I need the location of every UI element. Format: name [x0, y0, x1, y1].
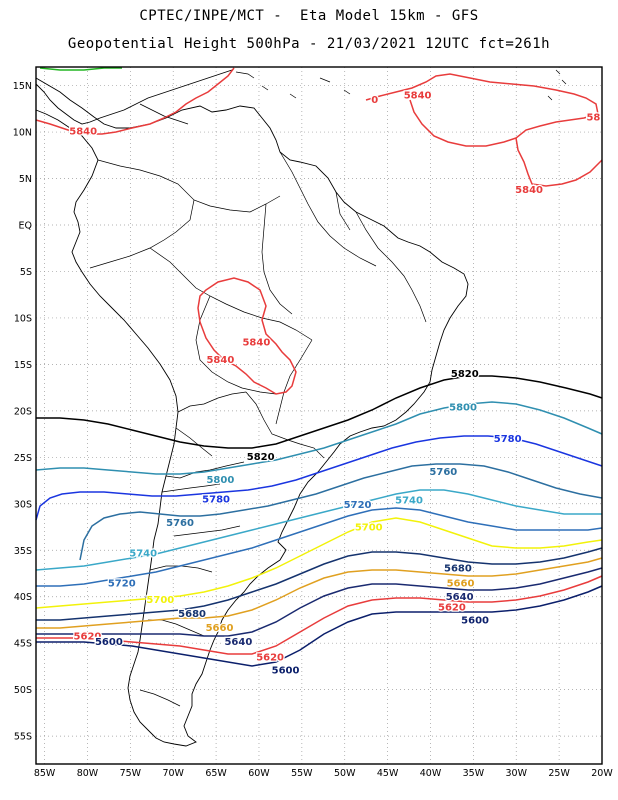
lat-tick-label: 15S	[14, 360, 32, 371]
lon-tick-label: 20W	[591, 768, 613, 779]
lat-tick-label: 25S	[14, 453, 32, 464]
lat-tick-label: 15N	[13, 81, 32, 92]
contour-5780	[35, 435, 603, 521]
contour-lines	[35, 67, 603, 667]
contour-label-5820: 5820	[451, 369, 479, 380]
lat-tick-label: 10S	[14, 313, 32, 324]
lat-tick-label: 35S	[14, 546, 32, 557]
contour-label-5820: 5820	[247, 452, 275, 463]
contour-5760	[79, 463, 603, 561]
contour-label-5620: 5620	[74, 631, 102, 642]
contour-label-5780: 5780	[494, 434, 522, 445]
contour-label-5760: 5760	[166, 518, 194, 529]
contour-label-5800: 5800	[206, 475, 234, 486]
lat-tick-label: 40S	[14, 592, 32, 603]
lon-tick-label: 50W	[334, 768, 356, 779]
lon-tick-label: 70W	[162, 768, 184, 779]
contour-label-5840: 58	[586, 113, 600, 124]
contour-label-5840: 5840	[242, 338, 270, 349]
contour-label-5840: 5840	[515, 185, 543, 196]
contour-5840-ne	[365, 73, 603, 187]
contour-label-5640: 5640	[446, 592, 474, 603]
contour-label-5740: 5740	[395, 496, 423, 507]
coastline-central-america	[35, 69, 233, 125]
contour-label-5600: 5600	[461, 615, 489, 626]
lon-tick-label: 45W	[377, 768, 399, 779]
lon-tick-label: 85W	[34, 768, 56, 779]
contour-label-5720: 5720	[344, 500, 372, 511]
contour-label-5620: 5620	[438, 602, 466, 613]
contour-5680	[36, 547, 603, 621]
lon-tick-label: 25W	[548, 768, 570, 779]
lat-tick-label: 5N	[19, 174, 32, 185]
contour-5640	[36, 567, 603, 637]
map-title: CPTEC/INPE/MCT - Eta Model 15km - GFS	[139, 8, 479, 24]
contour-label-5840: 5840	[206, 355, 234, 366]
lon-tick-label: 40W	[420, 768, 442, 779]
coastline-south-america	[35, 77, 469, 747]
lon-tick-label: 80W	[77, 768, 99, 779]
lat-tick-label: 30S	[14, 499, 32, 510]
contour-label-5840: 0	[371, 95, 378, 106]
lat-tick-label: 55S	[14, 732, 32, 743]
contour-label-5720: 5720	[108, 578, 136, 589]
axis-ticks: 15N 10N 5N EQ 5S 10S 15S 20S 25S 30S 35S 40S 45S 50S 5…	[13, 81, 614, 779]
contour-labels: 5840 5840 5840 5840 5840 58 0 5820 5820 5800 5800 5…	[68, 89, 602, 678]
lon-tick-label: 65W	[205, 768, 227, 779]
lon-tick-label: 75W	[120, 768, 142, 779]
contour-label-5660: 5660	[447, 578, 475, 589]
contour-label-5660: 5660	[206, 623, 234, 634]
contour-label-5680: 5680	[178, 609, 206, 620]
lon-tick-label: 55W	[291, 768, 313, 779]
contour-5840-nw	[35, 67, 235, 135]
country-borders	[89, 151, 427, 707]
contour-5600	[36, 585, 603, 667]
contour-label-5600: 5600	[95, 637, 123, 648]
contour-label-5840: 5840	[404, 90, 432, 101]
contour-5740	[35, 489, 602, 571]
contour-5720	[36, 507, 603, 587]
contour-label-5640: 5640	[224, 637, 252, 648]
contour-5620	[36, 575, 603, 655]
map-frame	[35, 66, 603, 765]
lon-tick-label: 60W	[248, 768, 270, 779]
contour-5820	[36, 375, 603, 449]
contour-label-5780: 5780	[202, 495, 230, 506]
lon-tick-label: 35W	[463, 768, 485, 779]
contour-label-5800: 5800	[449, 403, 477, 414]
contour-label-5700: 5700	[146, 595, 174, 606]
lon-tick-label: 30W	[506, 768, 528, 779]
contour-5840-ne-b	[409, 99, 517, 147]
contour-5840-inner	[197, 277, 297, 395]
contour-label-5620: 5620	[256, 653, 284, 664]
lat-tick-label: 20S	[14, 406, 32, 417]
coastlines	[35, 69, 567, 747]
contour-label-5700: 5700	[355, 523, 383, 534]
contour-green-fragment	[39, 67, 122, 71]
contour-5660	[36, 557, 603, 629]
contour-5700	[35, 517, 603, 609]
lat-tick-label: 45S	[14, 639, 32, 650]
contour-label-5600: 5600	[272, 666, 300, 677]
lat-tick-label: 10N	[13, 128, 32, 139]
map-subtitle: Geopotential Height 500hPa - 21/03/2021 …	[67, 36, 551, 52]
lat-tick-label: EQ	[19, 220, 32, 231]
contour-5800	[35, 401, 603, 475]
contour-label-5760: 5760	[429, 467, 457, 478]
contour-label-5740: 5740	[129, 549, 157, 560]
contour-label-5840: 5840	[69, 127, 97, 138]
lat-tick-label: 50S	[14, 685, 32, 696]
grid-lines	[36, 67, 603, 764]
lat-tick-label: 5S	[20, 267, 32, 278]
caribbean-islands	[235, 69, 567, 101]
contour-label-5680: 5680	[444, 563, 472, 574]
